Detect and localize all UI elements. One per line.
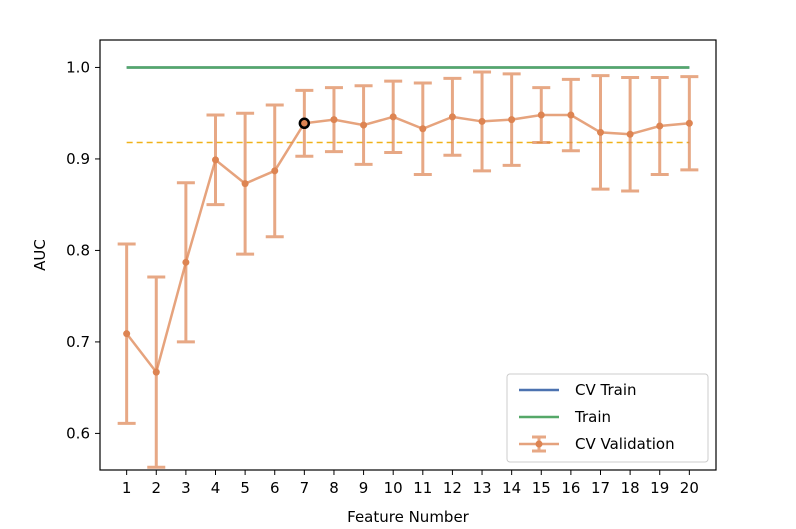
data-point: [360, 121, 368, 129]
legend-label: Train: [574, 408, 611, 426]
y-tick-label: 0.7: [66, 333, 90, 351]
legend-box: [506, 373, 709, 463]
x-tick-label: 9: [359, 479, 369, 497]
x-tick-label: 17: [591, 479, 610, 497]
x-tick-label: 7: [300, 479, 310, 497]
legend-entry: CV Train: [519, 381, 637, 399]
data-point: [508, 116, 516, 124]
axes-frame: [99, 39, 717, 471]
x-tick-label: 14: [502, 479, 521, 497]
x-tick-label: 13: [472, 479, 491, 497]
data-point: [330, 116, 338, 124]
data-point: [241, 180, 249, 188]
y-axis: 0.6 0.7 0.8 0.9 1.0: [66, 58, 100, 442]
data-point: [271, 167, 279, 175]
data-point: [389, 113, 397, 121]
x-tick-label: 6: [270, 479, 280, 497]
x-tick-label: 3: [181, 479, 191, 497]
data-point: [537, 111, 545, 119]
plot-area: [117, 66, 699, 469]
x-axis-label: Feature Number: [347, 508, 470, 526]
x-tick-label: 20: [680, 479, 699, 497]
legend-entry: CV Validation: [519, 435, 675, 453]
cv-validation-line: [125, 113, 690, 375]
data-point: [212, 156, 219, 164]
y-tick-label: 1.0: [66, 58, 90, 76]
data-point: [123, 330, 131, 338]
x-tick-label: 12: [443, 479, 462, 497]
data-point: [567, 111, 575, 119]
x-axis: 1 2 3 4 5 6 7 8 9 10 11 12 13 14 15 16 17 18 19 20: [122, 470, 699, 497]
x-tick-label: 18: [621, 479, 640, 497]
x-tick-label: 19: [650, 479, 669, 497]
highlighted-point: [298, 117, 311, 130]
data-point: [419, 125, 427, 133]
data-point: [478, 117, 486, 125]
y-tick-label: 0.8: [66, 241, 90, 259]
data-point: [626, 130, 634, 138]
x-tick-label: 5: [240, 479, 250, 497]
x-tick-label: 8: [329, 479, 339, 497]
data-point: [685, 119, 693, 127]
x-tick-label: 2: [151, 479, 161, 497]
data-point: [656, 122, 664, 130]
x-tick-label: 15: [532, 479, 551, 497]
data-point: [152, 368, 160, 376]
data-point: [597, 128, 604, 136]
x-tick-label: 4: [211, 479, 221, 497]
x-tick-label: 11: [413, 479, 432, 497]
legend-entry: Train: [519, 408, 611, 426]
legend: CV Train Train CV Validation: [506, 373, 709, 463]
legend-label: CV Validation: [575, 435, 675, 453]
y-axis-label: AUC: [31, 239, 49, 271]
x-tick-label: 1: [122, 479, 132, 497]
y-tick-label: 0.9: [66, 150, 90, 168]
legend-marker-icon: [535, 440, 543, 448]
data-point: [182, 258, 190, 266]
x-tick-label: 10: [384, 479, 403, 497]
data-point: [448, 113, 456, 121]
x-tick-label: 16: [561, 479, 580, 497]
legend-label: CV Train: [575, 381, 637, 399]
y-tick-label: 0.6: [66, 424, 90, 442]
